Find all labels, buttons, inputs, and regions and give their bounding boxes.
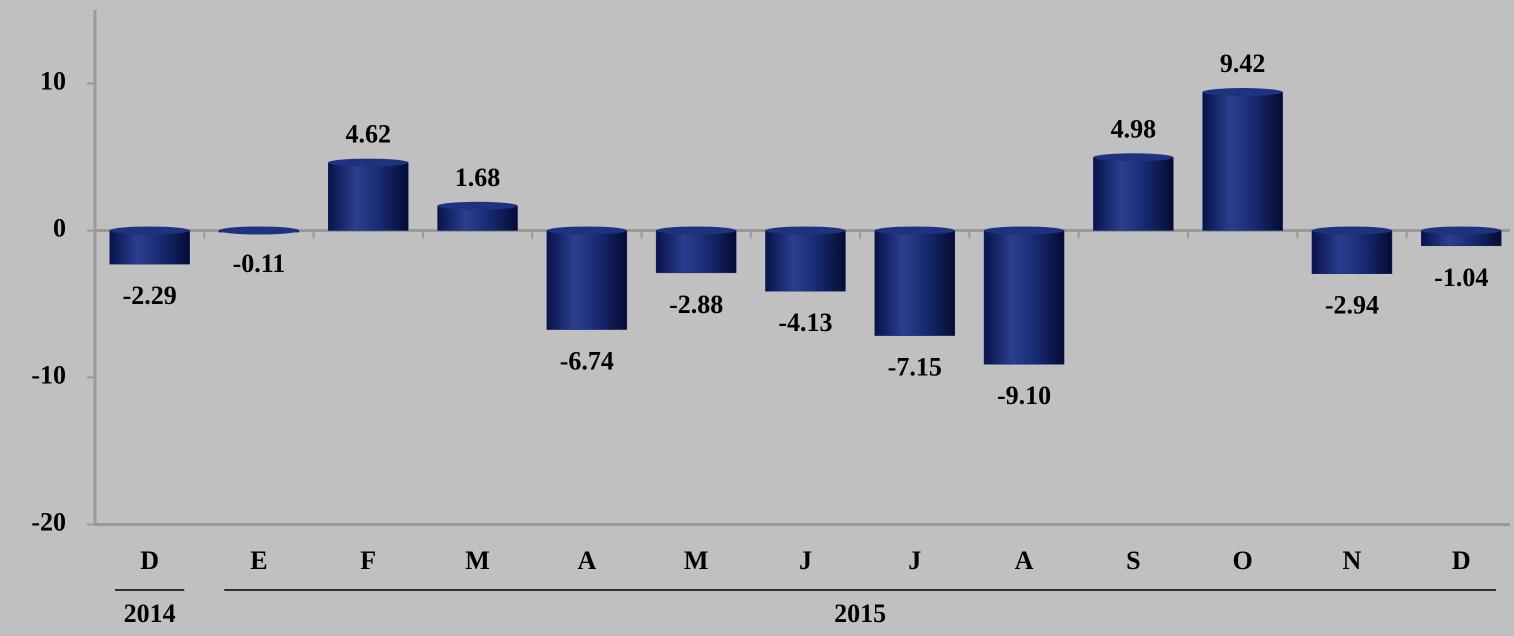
- value-label: -2.29: [123, 281, 177, 310]
- x-tick-label: E: [250, 546, 267, 575]
- bar: [109, 226, 190, 265]
- x-tick-label: D: [140, 546, 159, 575]
- bar: [765, 226, 846, 292]
- value-label: -2.94: [1325, 291, 1379, 320]
- x-tick-label: M: [684, 546, 709, 575]
- bar: [1093, 153, 1174, 231]
- x-tick-label: A: [1015, 546, 1034, 575]
- value-label: -7.15: [888, 353, 942, 382]
- group-label: 2014: [124, 599, 176, 628]
- y-tick-label: 0: [53, 213, 66, 242]
- bar: [328, 158, 409, 231]
- x-tick-label: S: [1126, 546, 1140, 575]
- value-label: -4.13: [778, 308, 832, 337]
- bar: [1311, 226, 1393, 274]
- x-tick-label: N: [1343, 546, 1362, 575]
- value-label: -9.10: [997, 381, 1051, 410]
- bar: [437, 201, 518, 231]
- x-tick-label: D: [1452, 546, 1471, 575]
- x-tick-label: F: [360, 546, 376, 575]
- bar: [1421, 226, 1502, 247]
- value-label: 4.98: [1111, 114, 1157, 143]
- bar: [874, 226, 955, 336]
- value-label: -1.04: [1434, 263, 1488, 292]
- x-tick-label: M: [465, 546, 490, 575]
- bar: [546, 226, 628, 330]
- group-label: 2015: [834, 599, 886, 628]
- bar: [218, 226, 300, 235]
- value-label: 4.62: [346, 120, 392, 149]
- x-tick-label: J: [799, 546, 812, 575]
- value-label: -0.11: [233, 249, 286, 278]
- x-tick-label: O: [1233, 546, 1253, 575]
- y-tick-label: -10: [31, 360, 66, 389]
- bar: [655, 226, 737, 274]
- value-label: -2.88: [669, 290, 723, 319]
- x-tick-label: J: [908, 546, 921, 575]
- x-tick-label: A: [577, 546, 596, 575]
- y-tick-label: -20: [31, 507, 66, 536]
- value-label: 9.42: [1220, 49, 1266, 78]
- value-label: -6.74: [560, 347, 614, 376]
- bar: [1202, 88, 1283, 231]
- value-label: 1.68: [455, 163, 501, 192]
- bar: [983, 226, 1065, 365]
- y-tick-label: 10: [40, 66, 66, 95]
